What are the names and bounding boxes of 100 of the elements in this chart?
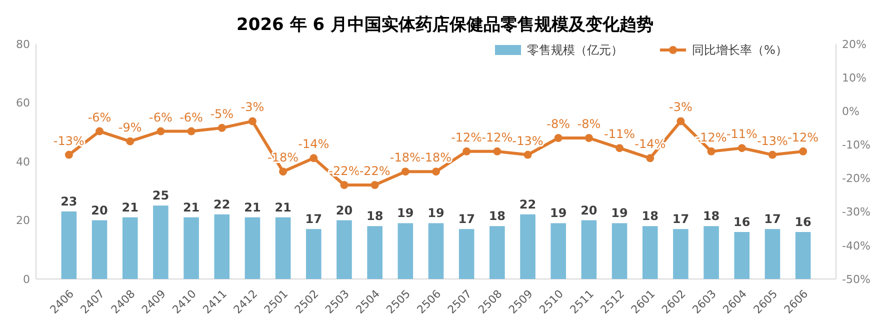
bar <box>61 211 77 279</box>
y2-tick-label: 0% <box>842 104 860 118</box>
bar <box>520 214 536 279</box>
point <box>187 127 196 136</box>
data-label: -18% <box>390 150 421 165</box>
data-label: 17 <box>672 212 690 226</box>
y2-tick-label: -10% <box>842 138 870 152</box>
data-label: 21 <box>122 200 138 214</box>
data-label: 16 <box>794 215 812 229</box>
bar <box>795 232 811 279</box>
data-label: 19 <box>611 206 628 220</box>
data-label: -11% <box>604 127 636 142</box>
point <box>493 147 502 156</box>
y2-tick-label: -30% <box>842 206 870 219</box>
y-tick-label: 80 <box>16 38 30 51</box>
point <box>707 147 716 156</box>
data-label: 21 <box>274 200 292 214</box>
legend-label: 零售规模（亿元） <box>527 43 623 58</box>
legend-label: 同比增长率（%） <box>692 43 788 58</box>
data-label: -22% <box>359 164 390 178</box>
bar <box>184 217 199 279</box>
data-label: -12% <box>451 130 482 144</box>
data-label: -11% <box>726 127 758 142</box>
data-label: -13% <box>512 134 544 148</box>
data-label: 25 <box>152 188 170 203</box>
point <box>676 117 685 126</box>
y2-tick-label: 10% <box>842 71 866 84</box>
bar <box>673 229 688 279</box>
bar <box>550 223 566 279</box>
data-label: -3% <box>240 100 264 114</box>
data-label: 17 <box>305 212 322 226</box>
y-tick-label: 60 <box>16 96 30 110</box>
data-label: 23 <box>60 194 78 208</box>
data-label: 18 <box>488 209 506 224</box>
bar <box>367 226 382 279</box>
chart-title: 2026 年 6 月中国实体药店保健品零售规模及变化趋势 <box>236 15 654 35</box>
bar <box>581 220 597 279</box>
bar <box>458 229 474 279</box>
y2-tick-label: -20% <box>842 172 870 186</box>
point <box>156 127 165 136</box>
y2-tick-label: -50% <box>842 272 870 286</box>
point <box>768 150 776 159</box>
data-label: -5% <box>210 106 234 121</box>
data-label: 20 <box>580 203 598 218</box>
data-label: 18 <box>642 209 658 224</box>
bar <box>244 217 260 279</box>
bar <box>214 214 230 279</box>
point <box>738 144 746 152</box>
data-label: -12% <box>788 130 819 144</box>
point <box>340 181 348 189</box>
bar <box>306 229 322 279</box>
data-label: 17 <box>458 212 475 226</box>
y-tick-label: 40 <box>16 155 30 168</box>
bar <box>642 226 658 279</box>
data-label: -8% <box>546 117 570 131</box>
point <box>616 144 624 152</box>
data-label: 21 <box>244 200 261 214</box>
bar <box>734 232 750 279</box>
point <box>64 150 73 159</box>
data-label: -6% <box>88 110 112 124</box>
data-label: 20 <box>336 203 353 218</box>
y2-tick-label: 20% <box>842 38 866 51</box>
bar <box>336 220 352 279</box>
y2-tick-label: -40% <box>842 239 870 252</box>
bar <box>490 226 505 279</box>
point <box>646 154 654 162</box>
bar <box>704 226 719 279</box>
data-label: 20 <box>91 203 108 218</box>
data-label: -18% <box>420 150 452 165</box>
data-label: -6% <box>149 110 172 124</box>
bar <box>275 217 291 279</box>
data-label: -6% <box>180 110 203 124</box>
point <box>370 181 379 189</box>
data-label: -14% <box>298 137 330 152</box>
point <box>524 150 532 159</box>
data-label: 18 <box>366 209 384 224</box>
bar <box>612 223 628 279</box>
point <box>218 124 226 132</box>
bar <box>428 223 444 279</box>
data-label: 22 <box>519 197 536 212</box>
data-label: -12% <box>482 130 513 144</box>
bar <box>92 220 108 279</box>
bar <box>122 217 138 279</box>
data-label: 19 <box>428 206 444 220</box>
point <box>126 137 134 146</box>
data-label: 21 <box>182 200 200 214</box>
data-label: -8% <box>577 117 601 131</box>
data-label: -13% <box>53 134 84 148</box>
bar <box>398 223 414 279</box>
data-label: -22% <box>328 164 360 178</box>
bar <box>153 206 168 279</box>
data-label: -9% <box>118 120 142 134</box>
data-label: 19 <box>397 206 414 220</box>
data-label: 22 <box>214 197 230 212</box>
data-label: 17 <box>764 212 781 226</box>
point <box>310 154 318 162</box>
data-label: 19 <box>550 206 567 220</box>
data-label: -3% <box>669 100 692 114</box>
data-label: 16 <box>734 215 750 229</box>
point <box>96 127 104 136</box>
